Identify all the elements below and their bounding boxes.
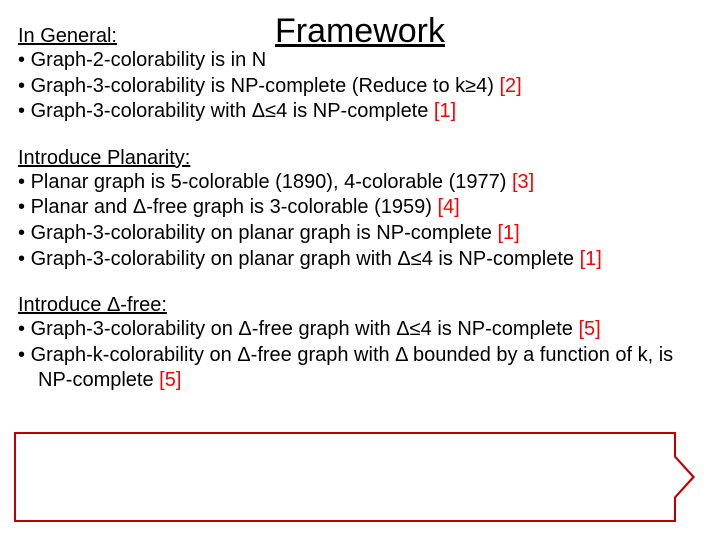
bullet-list: Graph-3-colorability on Δ-free graph wit… (18, 317, 702, 394)
item-text: Graph-3-colorability on Δ-free graph wit… (31, 318, 579, 340)
item-text: Planar graph is 5-colorable (1890), 4-co… (31, 171, 512, 193)
list-item: Graph-3-colorability on Δ-free graph wit… (18, 317, 702, 343)
section-heading: Introduce Δ-free: (18, 294, 702, 317)
reference: [4] (437, 196, 459, 218)
item-text: Graph-3-colorability with Δ≤4 is NP-comp… (31, 100, 434, 122)
section-delta-free: Introduce Δ-free: Graph-3-colorability o… (18, 294, 702, 394)
item-text: Graph-k-colorability on Δ-free graph wit… (31, 344, 674, 392)
reference: [1] (434, 100, 456, 122)
list-item: Planar and Δ-free graph is 3-colorable (… (18, 195, 702, 221)
list-item: Graph-k-colorability on Δ-free graph wit… (18, 343, 702, 394)
reference: [5] (578, 318, 600, 340)
item-text: Planar and Δ-free graph is 3-colorable (… (31, 196, 438, 218)
reference: [1] (497, 222, 519, 244)
reference: [3] (512, 171, 534, 193)
list-item: Graph-3-colorability on planar graph is … (18, 221, 702, 247)
bullet-list: Graph-2-colorability is in N Graph-3-col… (18, 48, 702, 125)
list-item: Graph-3-colorability on planar graph wit… (18, 247, 702, 273)
item-text: Graph-3-colorability is NP-complete (Red… (31, 75, 500, 97)
list-item: Graph-3-colorability with Δ≤4 is NP-comp… (18, 99, 702, 125)
reference: [2] (500, 75, 522, 97)
section-planarity: Introduce Planarity: Planar graph is 5-c… (18, 147, 702, 272)
reference: [1] (580, 248, 602, 270)
item-text: Graph-3-colorability on planar graph is … (31, 222, 498, 244)
reference: [5] (159, 369, 181, 391)
highlight-callout (14, 432, 676, 522)
list-item: Graph-2-colorability is in N (18, 48, 702, 74)
item-text: Graph-2-colorability is in N (31, 49, 267, 71)
list-item: Planar graph is 5-colorable (1890), 4-co… (18, 170, 702, 196)
list-item: Graph-3-colorability is NP-complete (Red… (18, 74, 702, 100)
bullet-list: Planar graph is 5-colorable (1890), 4-co… (18, 170, 702, 272)
section-heading: Introduce Planarity: (18, 147, 702, 170)
item-text: Graph-3-colorability on planar graph wit… (31, 248, 580, 270)
slide: Framework In General: Graph-2-colorabili… (0, 0, 720, 540)
